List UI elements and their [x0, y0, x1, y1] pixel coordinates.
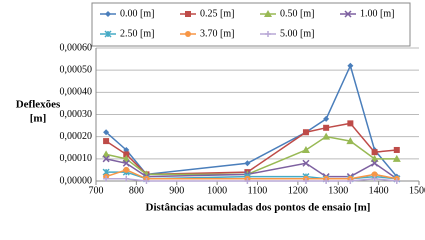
- y-tick-label: 0,00000: [60, 175, 93, 186]
- x-axis-label: Distâncias acumuladas dos pontos de ensa…: [146, 202, 371, 214]
- marker: [392, 154, 401, 162]
- marker: [122, 154, 131, 162]
- y-axis-label: [m]: [30, 113, 47, 125]
- x-tick-label: 900: [169, 185, 184, 196]
- legend-label: 3.70 [m]: [200, 28, 234, 39]
- marker: [347, 120, 354, 127]
- y-tick-label: 0,00020: [60, 131, 93, 142]
- x-tick-label: 800: [129, 185, 144, 196]
- legend-marker: [104, 30, 112, 38]
- marker: [371, 171, 378, 178]
- marker: [102, 155, 110, 163]
- marker: [123, 166, 130, 173]
- legend-label: 1.00 [m]: [360, 8, 394, 19]
- series-line: [105, 122, 397, 176]
- marker: [103, 129, 110, 136]
- marker: [323, 124, 330, 131]
- x-tick-label: 1400: [369, 185, 389, 196]
- chart: Deflexões [m] Distâncias acumuladas dos …: [16, 2, 425, 214]
- legend-label: 2.50 [m]: [120, 28, 154, 39]
- marker: [347, 62, 354, 69]
- y-tick-label: 0,00060: [60, 42, 93, 53]
- marker: [346, 137, 355, 145]
- marker: [143, 178, 150, 184]
- marker: [371, 175, 378, 182]
- legend-label: 0.00 [m]: [120, 8, 154, 19]
- marker: [122, 159, 130, 167]
- marker: [302, 159, 310, 167]
- marker: [123, 175, 130, 182]
- marker: [393, 146, 400, 153]
- marker: [102, 150, 111, 158]
- marker: [323, 115, 330, 122]
- x-tick-label: 1000: [207, 185, 227, 196]
- marker: [322, 132, 331, 140]
- x-tick-label: 1300: [328, 185, 348, 196]
- y-tick-label: 0,00040: [60, 87, 93, 98]
- marker: [301, 145, 310, 153]
- marker: [393, 178, 400, 184]
- marker: [123, 151, 130, 158]
- y-tick-label: 0,00050: [60, 64, 93, 75]
- marker: [370, 154, 379, 162]
- marker: [103, 138, 110, 145]
- legend-marker: [185, 31, 191, 37]
- legend-marker: [344, 10, 352, 18]
- legend-marker: [185, 11, 191, 17]
- legend-label: 0.25 [m]: [200, 8, 234, 19]
- y-tick-label: 0,00030: [60, 109, 93, 120]
- marker: [302, 129, 309, 136]
- marker: [244, 160, 251, 167]
- marker: [302, 178, 309, 184]
- legend-box: [91, 2, 411, 47]
- x-tick-label: 700: [89, 185, 104, 196]
- y-tick-label: 0,00010: [60, 153, 93, 164]
- x-tick-label: 1100: [248, 185, 268, 196]
- legend-label: 5.00 [m]: [280, 28, 314, 39]
- legend-marker: [265, 31, 271, 37]
- legend-marker: [105, 11, 111, 17]
- marker: [103, 175, 110, 182]
- x-tick-label: 1200: [288, 185, 308, 196]
- marker: [347, 178, 354, 184]
- legend-marker: [264, 10, 272, 17]
- marker: [244, 178, 251, 184]
- y-axis-label: Deflexões: [16, 99, 61, 111]
- marker: [371, 149, 378, 156]
- legend-label: 0.50 [m]: [280, 8, 314, 19]
- marker: [323, 178, 330, 184]
- marker: [371, 159, 379, 167]
